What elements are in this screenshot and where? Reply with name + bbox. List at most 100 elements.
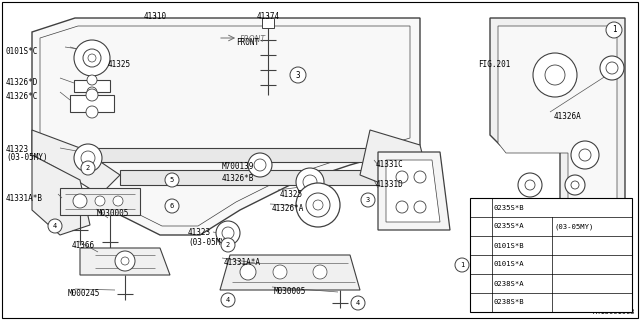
Circle shape — [273, 265, 287, 279]
Text: (03-05MY): (03-05MY) — [555, 223, 595, 230]
Text: M030005: M030005 — [97, 209, 129, 218]
Circle shape — [533, 53, 577, 97]
Circle shape — [115, 251, 135, 271]
Circle shape — [545, 65, 565, 85]
Text: 41331A*B: 41331A*B — [6, 194, 43, 203]
Text: 2: 2 — [86, 165, 90, 171]
Polygon shape — [120, 170, 400, 185]
Polygon shape — [498, 26, 617, 207]
Text: FIG.201: FIG.201 — [478, 60, 510, 69]
Text: 4: 4 — [53, 223, 57, 229]
Circle shape — [86, 106, 98, 118]
Circle shape — [240, 264, 256, 280]
Text: 41323: 41323 — [188, 228, 211, 237]
Text: 41326*B: 41326*B — [222, 174, 254, 183]
Polygon shape — [40, 26, 410, 226]
Circle shape — [290, 67, 306, 83]
Circle shape — [579, 149, 591, 161]
Circle shape — [361, 193, 375, 207]
Text: 41323: 41323 — [6, 145, 29, 154]
Polygon shape — [360, 130, 430, 195]
Text: 0101S*B: 0101S*B — [494, 243, 525, 249]
Text: 41366: 41366 — [72, 241, 95, 250]
Text: 4: 4 — [480, 261, 484, 268]
Text: FRONT: FRONT — [236, 38, 259, 47]
Circle shape — [121, 257, 129, 265]
Circle shape — [74, 40, 110, 76]
Text: 0101S*C: 0101S*C — [6, 47, 38, 56]
Circle shape — [296, 183, 340, 227]
Text: M030005: M030005 — [274, 287, 307, 296]
Text: 3: 3 — [296, 70, 300, 79]
Text: 6: 6 — [480, 300, 484, 306]
Text: 6: 6 — [170, 203, 174, 209]
Circle shape — [254, 159, 266, 171]
Circle shape — [113, 196, 123, 206]
Circle shape — [248, 153, 272, 177]
Polygon shape — [262, 18, 274, 28]
Circle shape — [455, 258, 469, 272]
Circle shape — [74, 144, 102, 172]
Circle shape — [313, 265, 327, 279]
Text: 1: 1 — [480, 204, 484, 211]
Circle shape — [518, 173, 542, 197]
Text: 41325: 41325 — [280, 190, 303, 199]
Circle shape — [606, 22, 622, 38]
Text: 0235S*A: 0235S*A — [494, 223, 525, 229]
Circle shape — [165, 173, 179, 187]
Circle shape — [571, 141, 599, 169]
Circle shape — [306, 193, 330, 217]
Polygon shape — [32, 130, 120, 195]
Text: FRONT: FRONT — [240, 36, 266, 44]
Polygon shape — [60, 188, 140, 215]
Circle shape — [86, 89, 98, 101]
Circle shape — [600, 56, 624, 80]
Circle shape — [165, 199, 179, 213]
Circle shape — [351, 296, 365, 310]
Circle shape — [221, 238, 235, 252]
Polygon shape — [80, 148, 380, 162]
Text: A415001063: A415001063 — [593, 309, 635, 315]
Polygon shape — [74, 80, 110, 92]
Circle shape — [73, 194, 87, 208]
Text: 41310: 41310 — [143, 12, 166, 21]
Polygon shape — [32, 155, 90, 235]
Bar — [470, 198, 632, 312]
Circle shape — [48, 219, 62, 233]
Circle shape — [216, 221, 240, 245]
Circle shape — [475, 295, 489, 309]
Text: 41331D: 41331D — [376, 180, 404, 189]
Polygon shape — [80, 248, 170, 275]
Text: 41331C: 41331C — [376, 160, 404, 169]
Text: 0235S*B: 0235S*B — [494, 204, 525, 211]
Polygon shape — [378, 152, 450, 230]
Text: 3: 3 — [366, 197, 370, 203]
Text: 3: 3 — [480, 243, 484, 249]
Circle shape — [525, 180, 535, 190]
Polygon shape — [32, 18, 420, 235]
Circle shape — [221, 293, 235, 307]
Circle shape — [475, 276, 489, 291]
Circle shape — [87, 87, 97, 97]
Circle shape — [296, 168, 324, 196]
Text: 5: 5 — [170, 177, 174, 183]
Text: M000245: M000245 — [68, 289, 100, 298]
Text: 41331A*A: 41331A*A — [224, 258, 261, 267]
Circle shape — [414, 201, 426, 213]
Circle shape — [222, 227, 234, 239]
Circle shape — [571, 181, 579, 189]
Text: 41326*D: 41326*D — [6, 78, 38, 87]
Polygon shape — [70, 95, 114, 112]
Text: 1: 1 — [460, 262, 464, 268]
Polygon shape — [386, 160, 440, 222]
Text: 0101S*A: 0101S*A — [494, 261, 525, 268]
Circle shape — [88, 54, 96, 62]
Text: 4: 4 — [356, 300, 360, 306]
Text: 1: 1 — [612, 26, 616, 35]
Circle shape — [83, 49, 101, 67]
Text: 4: 4 — [226, 297, 230, 303]
Circle shape — [475, 201, 489, 214]
Text: 5: 5 — [480, 281, 484, 286]
Circle shape — [303, 175, 317, 189]
Circle shape — [414, 171, 426, 183]
